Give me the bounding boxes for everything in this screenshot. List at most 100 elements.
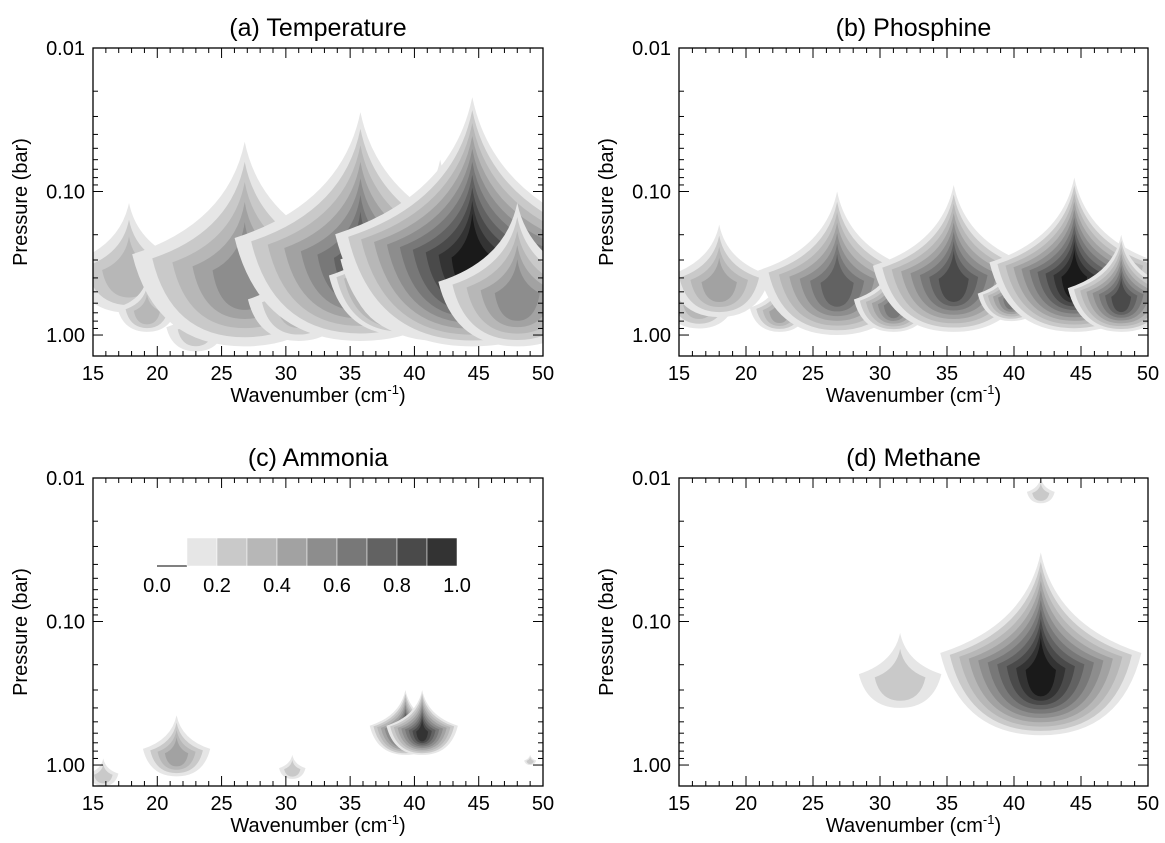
plot-frame: [92, 477, 544, 787]
y-tick-label: 0.01: [632, 38, 671, 60]
contour-feature: [142, 715, 211, 777]
chart-title: (b) Phosphine: [836, 14, 992, 42]
x-tick-label: 15: [668, 363, 690, 385]
colorbar-swatch: [276, 537, 308, 567]
colorbar-label: 0.8: [383, 575, 411, 597]
chart-title: (d) Methane: [846, 444, 981, 472]
contour-feature: [279, 754, 306, 779]
y-tick-label: 0.01: [632, 468, 671, 490]
x-tick-label: 20: [146, 363, 168, 385]
colorbar-swatch: [426, 537, 458, 567]
x-tick-label: 35: [339, 363, 361, 385]
contour-band: [133, 294, 161, 325]
x-tick-label: 50: [532, 793, 554, 815]
colorbar-label: 0.2: [203, 575, 231, 597]
x-tick-label: 15: [82, 793, 104, 815]
x-tick-label: 25: [802, 363, 824, 385]
y-axis-label: Pressure (bar): [10, 138, 32, 266]
contour-band: [938, 250, 969, 302]
y-tick-label: 0.10: [46, 182, 85, 204]
contour-band: [416, 719, 429, 742]
contour-feature: [940, 552, 1142, 736]
x-tick-label: 30: [275, 363, 297, 385]
y-tick-label: 0.10: [46, 612, 85, 634]
plot-area: [679, 177, 1148, 336]
x-tick-label: 30: [869, 363, 891, 385]
contour-feature: [1067, 234, 1148, 332]
colorbar-swatch: [366, 537, 398, 567]
x-axis-label: Wavenumber (cm-1): [826, 382, 1001, 407]
x-tick-label: 40: [1003, 793, 1025, 815]
contour-band: [284, 759, 301, 777]
y-tick-label: 1.00: [46, 325, 85, 347]
y-tick-label: 0.01: [46, 38, 85, 60]
x-tick-label: 35: [339, 793, 361, 815]
x-tick-label: 25: [210, 363, 232, 385]
contour-band: [164, 737, 189, 767]
plot-frame: [678, 47, 1149, 357]
x-tick-label: 35: [936, 363, 958, 385]
contour-feature: [524, 754, 537, 766]
colorbar-label: 1.0: [443, 575, 471, 597]
colorbar-label: 0.6: [323, 575, 351, 597]
contour-feature: [117, 277, 177, 332]
y-tick-label: 0.01: [46, 468, 85, 490]
contour-feature: [386, 689, 458, 755]
x-tick-label: 25: [210, 793, 232, 815]
y-tick-label: 1.00: [632, 755, 671, 777]
x-tick-label: 30: [275, 793, 297, 815]
y-axis-label: Pressure (bar): [596, 568, 618, 696]
plot-area: [93, 97, 543, 352]
contour-band: [526, 757, 534, 765]
contour-feature: [93, 758, 119, 786]
x-tick-label: 45: [1070, 363, 1092, 385]
y-axis-label: Pressure (bar): [596, 138, 618, 266]
x-tick-label: 20: [146, 793, 168, 815]
colorbar-swatch: [336, 537, 368, 567]
colorbar-swatch: [246, 537, 278, 567]
contour-band: [93, 764, 113, 784]
x-tick-label: 45: [1070, 793, 1092, 815]
plot-area: [93, 689, 537, 786]
x-axis-label: Wavenumber (cm-1): [230, 812, 405, 837]
contour-band: [1111, 278, 1132, 313]
x-tick-label: 15: [668, 793, 690, 815]
contour-band: [1032, 483, 1050, 501]
x-tick-label: 50: [1137, 793, 1159, 815]
x-tick-label: 40: [403, 363, 425, 385]
x-tick-label: 25: [802, 793, 824, 815]
colorbar-label: 0.0: [143, 575, 171, 597]
colorbar-label: 0.4: [263, 575, 291, 597]
x-axis-label: Wavenumber (cm-1): [230, 382, 405, 407]
colorbar-swatch: [396, 537, 428, 567]
x-tick-label: 45: [468, 363, 490, 385]
plot-area: [858, 478, 1142, 736]
x-tick-label: 40: [403, 793, 425, 815]
contour-feature: [1026, 478, 1055, 504]
contour-band: [874, 648, 926, 701]
x-tick-label: 45: [468, 793, 490, 815]
colorbar-swatch: [186, 537, 218, 567]
panel-ammonia: 15 20 25 30 35 40 45 50 0.01 0.10 1.00 (c) Ammonia W…: [10, 444, 554, 837]
panel-phosphine: 15 20 25 30 35 40 45 50 0.01 0.10 1.00 (b) Phosphin…: [596, 14, 1159, 407]
x-tick-label: 50: [1137, 363, 1159, 385]
panel-temperature: 15 20 25 30 35 40 45 50 0.01 0.10 1.00 (a) Temperat…: [10, 14, 554, 407]
x-tick-label: 30: [869, 793, 891, 815]
y-tick-label: 1.00: [632, 325, 671, 347]
contour-band: [701, 257, 737, 303]
contour-band: [494, 259, 540, 321]
y-tick-label: 0.10: [632, 182, 671, 204]
y-axis-label: Pressure (bar): [10, 568, 32, 696]
contour-feature: [858, 632, 942, 708]
panel-methane: 15 20 25 30 35 40 45 50 0.01 0.10 1.00 (d) Methane W…: [596, 444, 1159, 837]
x-tick-label: 50: [532, 363, 554, 385]
contour-band: [820, 253, 854, 307]
y-tick-label: 0.10: [632, 612, 671, 634]
contour-feature: [438, 202, 543, 347]
colorbar-swatch: [216, 537, 248, 567]
colorbar-swatch: [306, 537, 338, 567]
x-axis-label: Wavenumber (cm-1): [826, 812, 1001, 837]
contour-band: [1025, 637, 1056, 697]
x-tick-label: 20: [735, 793, 757, 815]
x-tick-label: 35: [936, 793, 958, 815]
